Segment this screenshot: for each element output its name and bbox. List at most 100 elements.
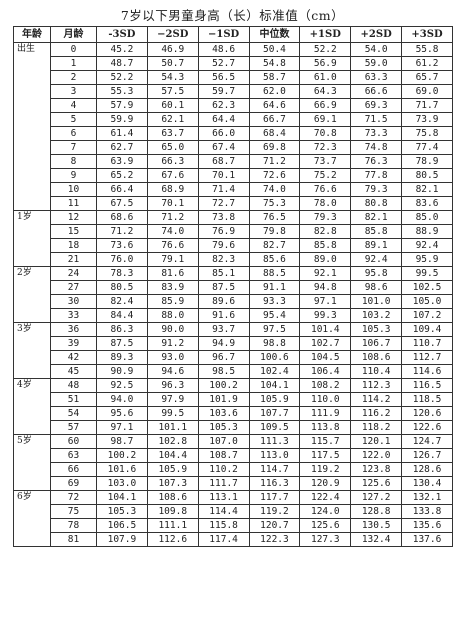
cell-median: 54.8 [248, 56, 301, 71]
cell-minus1sd: 70.1 [197, 168, 250, 183]
table-row: 69 103.0 107.3 111.7 116.3 120.9 125.6 130.4 [13, 476, 453, 491]
cell-median: 72.6 [248, 168, 301, 183]
cell-month: 36 [50, 322, 97, 337]
table-row: 3 55.3 57.5 59.7 62.0 64.3 66.6 69.0 [13, 84, 453, 99]
cell-month: 15 [50, 224, 97, 239]
cell-median: 79.8 [248, 224, 301, 239]
cell-age [13, 126, 51, 141]
cell-plus2sd: 54.0 [350, 42, 403, 57]
cell-age: 1岁 [13, 210, 51, 225]
cell-month: 69 [50, 476, 97, 491]
cell-plus1sd: 61.0 [299, 70, 352, 85]
cell-plus3sd: 137.6 [401, 532, 453, 547]
cell-plus1sd: 120.9 [299, 476, 352, 491]
cell-plus3sd: 132.1 [401, 490, 453, 505]
cell-median: 50.4 [248, 42, 301, 57]
cell-minus2sd: 91.2 [146, 336, 199, 351]
cell-minus1sd: 114.4 [197, 504, 250, 519]
cell-month: 42 [50, 350, 97, 365]
cell-median: 119.2 [248, 504, 301, 519]
cell-plus1sd: 125.6 [299, 518, 352, 533]
cell-minus2sd: 93.0 [146, 350, 199, 365]
cell-age [13, 224, 51, 239]
cell-plus3sd: 85.0 [401, 210, 453, 225]
col-header-minus3sd: -3SD [96, 26, 148, 43]
cell-plus3sd: 95.9 [401, 252, 453, 267]
cell-plus3sd: 135.6 [401, 518, 453, 533]
cell-median: 111.3 [248, 434, 301, 449]
cell-median: 109.5 [248, 420, 301, 435]
cell-month: 63 [50, 448, 97, 463]
cell-plus3sd: 73.9 [401, 112, 453, 127]
cell-minus1sd: 115.8 [197, 518, 250, 533]
cell-month: 1 [50, 56, 97, 71]
cell-month: 54 [50, 406, 97, 421]
cell-month: 5 [50, 112, 97, 127]
cell-plus1sd: 106.4 [299, 364, 352, 379]
cell-month: 21 [50, 252, 97, 267]
cell-minus3sd: 103.0 [96, 476, 148, 491]
cell-minus1sd: 103.6 [197, 406, 250, 421]
cell-plus3sd: 133.8 [401, 504, 453, 519]
cell-age [13, 294, 51, 309]
col-header-plus2sd: +2SD [350, 26, 403, 43]
table-row: 33 84.4 88.0 91.6 95.4 99.3 103.2 107.2 [13, 308, 453, 323]
cell-age [13, 462, 51, 477]
table-row: 51 94.0 97.9 101.9 105.9 110.0 114.2 118.5 [13, 392, 453, 407]
cell-plus3sd: 124.7 [401, 434, 453, 449]
cell-minus1sd: 52.7 [197, 56, 250, 71]
table-row: 45 90.9 94.6 98.5 102.4 106.4 110.4 114.6 [13, 364, 453, 379]
cell-median: 71.2 [248, 154, 301, 169]
col-header-minus1sd: −1SD [197, 26, 250, 43]
cell-month: 75 [50, 504, 97, 519]
cell-minus3sd: 104.1 [96, 490, 148, 505]
cell-plus1sd: 82.8 [299, 224, 352, 239]
cell-plus3sd: 120.6 [401, 406, 453, 421]
cell-plus2sd: 92.4 [350, 252, 403, 267]
cell-median: 117.7 [248, 490, 301, 505]
cell-plus2sd: 95.8 [350, 266, 403, 281]
cell-minus2sd: 79.1 [146, 252, 199, 267]
height-standard-table: 年龄 月龄 -3SD −2SD −1SD 中位数 +1SD +2SD +3SD … [13, 26, 453, 547]
cell-plus1sd: 102.7 [299, 336, 352, 351]
cell-plus2sd: 114.2 [350, 392, 403, 407]
cell-age [13, 350, 51, 365]
cell-minus1sd: 94.9 [197, 336, 250, 351]
cell-plus3sd: 92.4 [401, 238, 453, 253]
cell-age [13, 98, 51, 113]
cell-minus2sd: 57.5 [146, 84, 199, 99]
cell-minus2sd: 111.1 [146, 518, 199, 533]
table-row: 66 101.6 105.9 110.2 114.7 119.2 123.8 128.6 [13, 462, 453, 477]
cell-minus1sd: 113.1 [197, 490, 250, 505]
cell-minus1sd: 71.4 [197, 182, 250, 197]
cell-minus2sd: 83.9 [146, 280, 199, 295]
cell-minus2sd: 99.5 [146, 406, 199, 421]
cell-age [13, 238, 51, 253]
cell-month: 4 [50, 98, 97, 113]
cell-plus1sd: 56.9 [299, 56, 352, 71]
cell-minus3sd: 100.2 [96, 448, 148, 463]
cell-minus1sd: 85.1 [197, 266, 250, 281]
cell-plus2sd: 59.0 [350, 56, 403, 71]
cell-age [13, 196, 51, 211]
cell-minus3sd: 107.9 [96, 532, 148, 547]
table-row: 2 52.2 54.3 56.5 58.7 61.0 63.3 65.7 [13, 70, 453, 85]
table-row: 2岁 24 78.3 81.6 85.1 88.5 92.1 95.8 99.5 [13, 266, 453, 281]
cell-age [13, 252, 51, 267]
cell-minus2sd: 85.9 [146, 294, 199, 309]
cell-median: 98.8 [248, 336, 301, 351]
cell-minus1sd: 66.0 [197, 126, 250, 141]
cell-plus2sd: 63.3 [350, 70, 403, 85]
cell-minus1sd: 56.5 [197, 70, 250, 85]
cell-minus1sd: 108.7 [197, 448, 250, 463]
cell-age [13, 532, 51, 547]
cell-minus2sd: 109.8 [146, 504, 199, 519]
cell-age: 5岁 [13, 434, 51, 449]
cell-minus3sd: 62.7 [96, 140, 148, 155]
cell-plus1sd: 122.4 [299, 490, 352, 505]
cell-plus2sd: 85.8 [350, 224, 403, 239]
cell-minus3sd: 57.9 [96, 98, 148, 113]
cell-plus2sd: 79.3 [350, 182, 403, 197]
cell-minus3sd: 105.3 [96, 504, 148, 519]
cell-plus2sd: 80.8 [350, 196, 403, 211]
